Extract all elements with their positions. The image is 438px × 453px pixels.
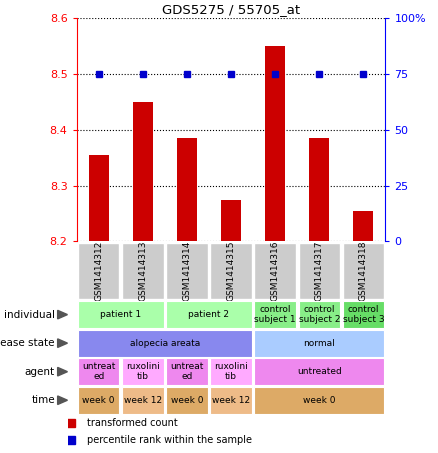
Text: GSM1414312: GSM1414312	[94, 241, 103, 301]
Bar	[78, 301, 163, 328]
Bar	[78, 387, 120, 414]
Text: individual: individual	[4, 309, 55, 320]
Bar	[78, 358, 120, 385]
Text: transformed count: transformed count	[87, 418, 178, 428]
Bar	[254, 358, 384, 385]
Bar	[343, 301, 384, 328]
Text: untreat
ed: untreat ed	[170, 362, 204, 381]
Bar	[353, 211, 373, 241]
Bar	[299, 243, 340, 299]
Text: normal: normal	[304, 339, 335, 347]
Text: time: time	[31, 395, 55, 405]
Bar	[210, 243, 252, 299]
Text: week 0: week 0	[303, 396, 336, 405]
Text: patient 1: patient 1	[100, 310, 141, 319]
Bar	[166, 387, 208, 414]
Bar	[122, 387, 163, 414]
Text: GSM1414314: GSM1414314	[183, 241, 191, 301]
Text: week 0: week 0	[82, 396, 115, 405]
Text: week 0: week 0	[171, 396, 203, 405]
Text: GSM1414316: GSM1414316	[271, 241, 279, 301]
Bar	[122, 243, 163, 299]
Polygon shape	[58, 310, 67, 319]
Bar	[166, 243, 208, 299]
Text: control
subject 1: control subject 1	[254, 305, 296, 324]
Text: week 12: week 12	[124, 396, 162, 405]
Text: untreated: untreated	[297, 367, 342, 376]
Bar	[133, 102, 153, 241]
Text: week 12: week 12	[212, 396, 250, 405]
Text: percentile rank within the sample: percentile rank within the sample	[87, 435, 252, 445]
Bar	[177, 138, 197, 241]
Bar	[210, 358, 252, 385]
Bar	[299, 301, 340, 328]
Bar	[254, 243, 296, 299]
Text: ruxolini
tib: ruxolini tib	[126, 362, 160, 381]
Bar	[210, 387, 252, 414]
Title: GDS5275 / 55705_at: GDS5275 / 55705_at	[162, 3, 300, 15]
Text: patient 2: patient 2	[188, 310, 230, 319]
Text: GSM1414315: GSM1414315	[226, 241, 236, 301]
Polygon shape	[58, 339, 67, 347]
Text: control
subject 3: control subject 3	[343, 305, 384, 324]
Text: alopecia areata: alopecia areata	[130, 339, 200, 347]
Bar	[309, 138, 329, 241]
Text: ruxolini
tib: ruxolini tib	[214, 362, 248, 381]
Bar	[265, 46, 285, 241]
Bar	[78, 330, 252, 357]
Text: agent: agent	[25, 366, 55, 377]
Polygon shape	[58, 367, 67, 376]
Text: GSM1414318: GSM1414318	[359, 241, 368, 301]
Bar	[122, 358, 163, 385]
Bar	[166, 301, 252, 328]
Text: disease state: disease state	[0, 338, 55, 348]
Text: GSM1414317: GSM1414317	[315, 241, 324, 301]
Bar	[254, 330, 384, 357]
Bar	[254, 387, 384, 414]
Bar	[221, 200, 241, 241]
Bar	[78, 243, 120, 299]
Bar	[89, 155, 109, 241]
Bar	[166, 358, 208, 385]
Text: untreat
ed: untreat ed	[82, 362, 115, 381]
Bar	[343, 243, 384, 299]
Bar	[254, 301, 296, 328]
Polygon shape	[58, 396, 67, 405]
Text: control
subject 2: control subject 2	[299, 305, 340, 324]
Text: GSM1414313: GSM1414313	[138, 241, 147, 301]
